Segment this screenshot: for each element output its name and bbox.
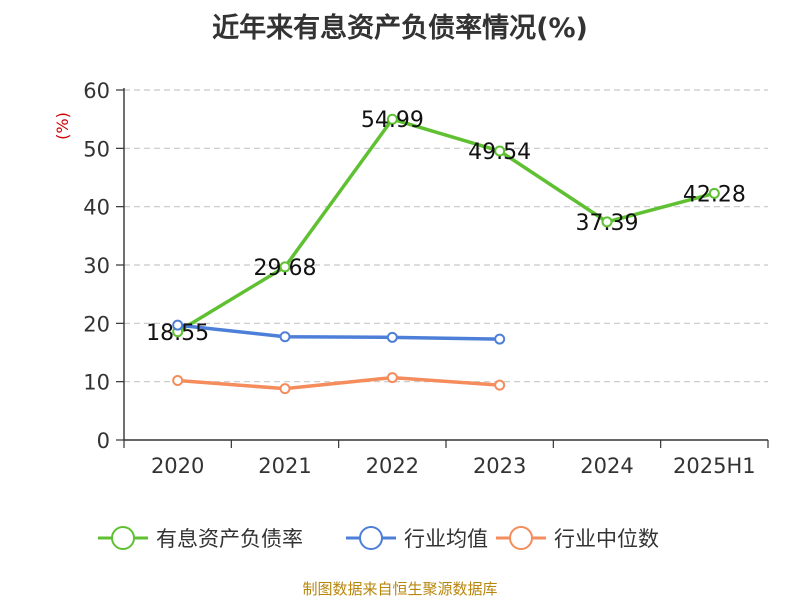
legend-marker (111, 526, 135, 550)
x-tick-label: 2024 (580, 454, 633, 478)
y-tick-label: 20 (83, 312, 110, 336)
y-tick-label: 30 (83, 254, 110, 278)
legend-entry: 行业中位数 (554, 527, 659, 551)
series-line-2 (177, 375, 500, 391)
data-point (279, 383, 291, 395)
data-label: 18.55 (146, 321, 209, 346)
x-tick-label: 2020 (151, 454, 204, 478)
data-source-note: 制图数据来自恒生聚源数据库 (302, 580, 498, 598)
data-point (494, 379, 506, 391)
data-label: 42.28 (683, 182, 746, 207)
y-tick-label: 40 (83, 196, 110, 220)
data-point (386, 372, 398, 384)
data-point (494, 145, 506, 157)
data-point (494, 333, 506, 345)
legend-marker (509, 526, 533, 550)
data-point (172, 375, 184, 386)
data-point (386, 331, 398, 343)
y-tick-label: 0 (97, 429, 110, 453)
y-tick-label: 60 (83, 79, 110, 103)
data-point (386, 113, 398, 125)
x-tick-label: 2023 (473, 454, 526, 478)
data-point (172, 319, 184, 331)
data-point (601, 216, 613, 228)
data-labels: 18.55 29.68 54.99 49.54 37.39 42.28 (146, 108, 746, 346)
legend: 有息资产负债率 行业均值 行业中位数 (98, 526, 659, 551)
data-label: 29.68 (254, 256, 317, 281)
data-label: 37.39 (576, 211, 639, 236)
data-label: 54.99 (361, 108, 424, 133)
series-lines (172, 113, 720, 395)
legend-entry: 行业均值 (404, 527, 488, 551)
series-line-1 (177, 323, 500, 341)
x-tick-label: 2022 (366, 454, 419, 478)
chart-title: 近年来有息资产负债率情况(%) (212, 13, 588, 44)
y-axis-label: (%) (53, 112, 72, 140)
legend-marker (359, 526, 383, 550)
legend-entry: 有息资产负债率 (156, 527, 303, 551)
x-tick-label: 2025H1 (673, 454, 756, 478)
data-point (708, 187, 720, 199)
x-tick-label: 2021 (258, 454, 311, 478)
data-label: 49.54 (468, 140, 531, 165)
y-tick-label: 10 (83, 371, 110, 395)
y-tick-label: 50 (83, 137, 110, 161)
data-point (279, 331, 291, 343)
data-point (279, 261, 291, 273)
series-line-0 (176, 117, 715, 334)
axes: 0 10 20 30 40 50 60 (%) 2020 2021 2022 2023 2024 2025… (53, 79, 769, 478)
